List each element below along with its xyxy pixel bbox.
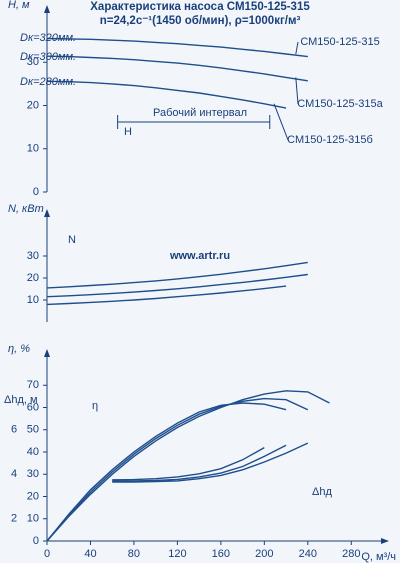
curve bbox=[46, 55, 308, 82]
annotation: η bbox=[92, 400, 98, 412]
y-tick-label: 10 bbox=[27, 513, 39, 525]
curve bbox=[46, 37, 308, 58]
y-tick-label: 20 bbox=[27, 99, 39, 111]
curve bbox=[46, 285, 287, 306]
curve bbox=[46, 402, 287, 542]
y-tick-label: 30 bbox=[27, 250, 39, 262]
axis-arrow bbox=[44, 209, 50, 217]
x-tick-label: 0 bbox=[44, 548, 50, 560]
x-tick-label: 200 bbox=[255, 548, 273, 560]
annotation: Dк=280мм. bbox=[20, 76, 76, 88]
y2-tick-label: 6 bbox=[11, 424, 17, 436]
y-tick-label: 30 bbox=[27, 56, 39, 68]
y-axis-label: H, м bbox=[8, 0, 30, 11]
leader-line bbox=[273, 103, 289, 141]
annotation: H bbox=[124, 126, 132, 138]
chart-subtitle: n=24,2с⁻¹(1450 об/мин), ρ=1000кг/м³ bbox=[100, 15, 301, 27]
y-tick-label: 60 bbox=[27, 401, 39, 413]
annotation: Рабочий интервал bbox=[153, 107, 247, 119]
axis-arrow bbox=[44, 349, 50, 357]
curve bbox=[112, 444, 287, 482]
curve bbox=[46, 397, 309, 542]
series-label: СМ150-125-315б bbox=[287, 134, 373, 146]
x-tick-label: 280 bbox=[342, 548, 360, 560]
x-tick-label: 80 bbox=[128, 548, 140, 560]
x-tick-label: 240 bbox=[299, 548, 317, 560]
x-tick-label: 160 bbox=[212, 548, 230, 560]
y-tick-label: 50 bbox=[27, 424, 39, 436]
y-tick-label: 0 bbox=[33, 186, 39, 198]
series-label: СМ150-125-315 bbox=[300, 36, 379, 48]
y-axis-label: η, % bbox=[8, 343, 30, 355]
chart-title: Характеристика насоса СМ150-125-315 bbox=[90, 1, 310, 13]
annotation: www.artr.ru bbox=[169, 250, 230, 262]
curve bbox=[112, 446, 265, 481]
annotation: N bbox=[68, 234, 76, 246]
y2-tick-label: 2 bbox=[11, 513, 17, 525]
curve bbox=[112, 442, 309, 483]
annotation: Dк=320мм. bbox=[20, 32, 76, 44]
y-tick-label: 0 bbox=[33, 535, 39, 547]
curve bbox=[46, 261, 308, 289]
curve bbox=[46, 80, 287, 109]
axis-arrow bbox=[44, 5, 50, 13]
y2-axis-label: Δhд, м bbox=[4, 394, 38, 406]
x-axis-label: Q, м³/ч bbox=[361, 551, 396, 563]
y-tick-label: 30 bbox=[27, 468, 39, 480]
y-tick-label: 10 bbox=[27, 143, 39, 155]
axis-arrow bbox=[381, 538, 389, 544]
y-tick-label: 70 bbox=[27, 379, 39, 391]
y2-tick-label: 4 bbox=[11, 468, 17, 480]
annotation: Δhд bbox=[312, 486, 332, 498]
y-tick-label: 20 bbox=[27, 490, 39, 502]
y-tick-label: 10 bbox=[27, 294, 39, 306]
annotation: Dк=300мм. bbox=[20, 51, 76, 63]
y-tick-label: 20 bbox=[27, 272, 39, 284]
curve bbox=[46, 273, 308, 298]
leader-line bbox=[295, 77, 299, 105]
series-label: СМ150-125-315а bbox=[297, 98, 383, 110]
leader-line bbox=[295, 41, 299, 55]
y-axis-label: N, кВт bbox=[8, 203, 44, 215]
curve bbox=[46, 390, 330, 542]
x-tick-label: 40 bbox=[84, 548, 96, 560]
x-tick-label: 120 bbox=[168, 548, 186, 560]
y-tick-label: 40 bbox=[27, 446, 39, 458]
